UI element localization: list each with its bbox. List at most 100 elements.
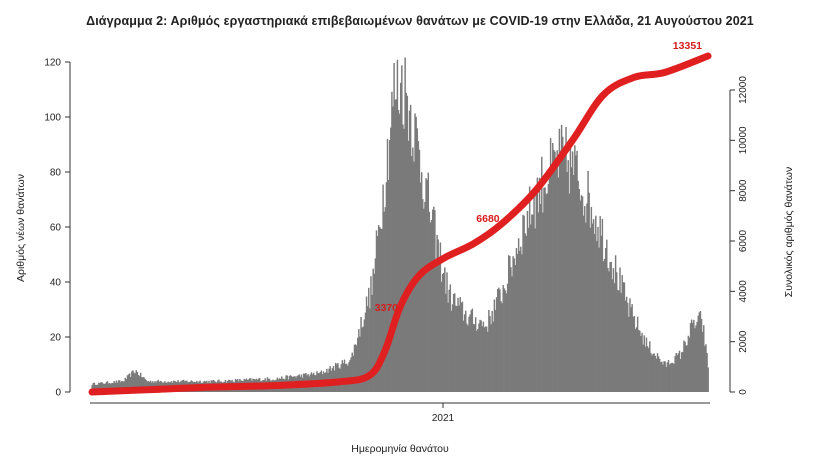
daily-death-bar: [117, 380, 120, 392]
daily-death-bar: [133, 372, 135, 392]
daily-death-bar: [446, 272, 448, 392]
daily-death-bar: [548, 178, 551, 392]
daily-death-bar: [343, 359, 346, 392]
daily-death-bar: [679, 359, 682, 392]
daily-death-bar: [494, 309, 497, 392]
daily-death-bar: [496, 289, 499, 392]
daily-death-bar: [381, 229, 383, 392]
daily-death-bar: [115, 380, 118, 392]
daily-death-bar: [93, 382, 96, 392]
daily-death-bar: [404, 57, 406, 393]
daily-death-bar: [502, 285, 504, 392]
daily-death-bar: [363, 319, 366, 392]
daily-death-bar: [395, 99, 398, 392]
daily-death-bar: [388, 140, 391, 392]
daily-death-bar: [660, 362, 662, 392]
daily-death-bar: [584, 206, 586, 392]
daily-death-bar: [504, 290, 507, 392]
daily-death-bar: [582, 215, 585, 392]
daily-death-bar: [353, 344, 356, 392]
daily-death-bar: [618, 290, 620, 392]
daily-death-bar: [696, 321, 698, 392]
daily-death-bar: [652, 353, 654, 392]
daily-death-bar: [143, 377, 145, 392]
daily-death-bar: [647, 348, 650, 392]
daily-death-bar: [542, 212, 544, 392]
daily-death-bar: [653, 353, 655, 392]
daily-death-bar: [472, 323, 475, 392]
daily-death-bar: [448, 289, 450, 392]
daily-death-bar: [104, 383, 107, 392]
daily-death-bar: [627, 302, 629, 392]
daily-death-bar: [492, 321, 495, 392]
daily-death-bar: [534, 228, 536, 392]
daily-death-bar: [409, 104, 412, 392]
daily-death-bar: [422, 199, 424, 392]
daily-death-bar: [694, 328, 696, 392]
daily-death-bar: [420, 172, 423, 392]
daily-death-bar: [700, 318, 703, 392]
daily-death-bar: [341, 360, 344, 392]
daily-death-bar: [601, 218, 604, 392]
daily-death-bar: [384, 207, 387, 392]
daily-death-bar: [677, 353, 680, 392]
daily-death-bar: [474, 317, 477, 392]
daily-death-bar: [462, 320, 465, 392]
daily-death-bar: [491, 310, 493, 392]
daily-death-bar: [337, 363, 339, 392]
daily-death-bar: [495, 297, 498, 392]
daily-death-bar: [671, 362, 673, 392]
daily-death-bar: [547, 184, 550, 392]
daily-death-bar: [138, 376, 141, 392]
daily-death-bar: [144, 378, 146, 392]
daily-death-bar: [131, 371, 133, 392]
daily-death-bar: [681, 352, 683, 392]
daily-death-bar: [645, 337, 648, 392]
daily-death-bar: [355, 345, 358, 392]
daily-death-bar: [619, 267, 621, 392]
daily-death-bar: [468, 316, 470, 392]
daily-death-bar: [440, 281, 443, 392]
daily-death-bar: [127, 374, 130, 392]
left-tick-label: 0: [55, 388, 61, 399]
daily-death-bar: [380, 228, 382, 392]
daily-death-bar: [407, 140, 410, 392]
daily-death-bar: [471, 308, 474, 392]
daily-death-bar: [566, 172, 568, 392]
tick-labels: 0 20 40 60 80 100 120 0 2000 4000 6000 8000 10000 120…: [44, 58, 749, 399]
daily-death-bar: [136, 371, 139, 392]
daily-death-bar: [359, 336, 361, 392]
right-tick-label: 0: [738, 389, 749, 395]
daily-death-bar: [667, 360, 670, 392]
daily-death-bar: [706, 353, 708, 392]
daily-death-bar: [135, 370, 137, 392]
daily-death-bar: [526, 210, 529, 392]
daily-death-bar: [433, 206, 435, 392]
daily-death-bar: [571, 151, 574, 392]
daily-death-bar: [643, 335, 645, 392]
daily-death-bar: [351, 352, 353, 392]
daily-death-bar: [364, 312, 367, 392]
daily-death-bar: [685, 345, 687, 392]
daily-death-bar: [639, 330, 641, 392]
daily-death-bar: [397, 109, 400, 393]
daily-death-bar: [377, 225, 380, 392]
daily-death-bar: [459, 297, 461, 392]
daily-death-bar: [674, 356, 676, 392]
daily-death-bar: [458, 305, 460, 392]
daily-death-bar: [544, 187, 546, 392]
daily-death-bar: [620, 292, 622, 392]
daily-death-bar: [454, 293, 456, 392]
daily-death-bar: [419, 182, 422, 392]
daily-death-bar: [405, 92, 407, 393]
daily-death-bar: [425, 178, 427, 392]
daily-death-bar: [655, 358, 658, 392]
daily-death-bar: [450, 310, 453, 392]
daily-death-bar: [699, 311, 702, 392]
daily-death-bar: [455, 305, 457, 392]
daily-death-bar: [465, 310, 467, 392]
daily-death-bar: [673, 364, 675, 392]
daily-death-bar: [444, 267, 446, 392]
daily-death-bar: [698, 312, 701, 392]
daily-death-bar: [523, 215, 525, 392]
